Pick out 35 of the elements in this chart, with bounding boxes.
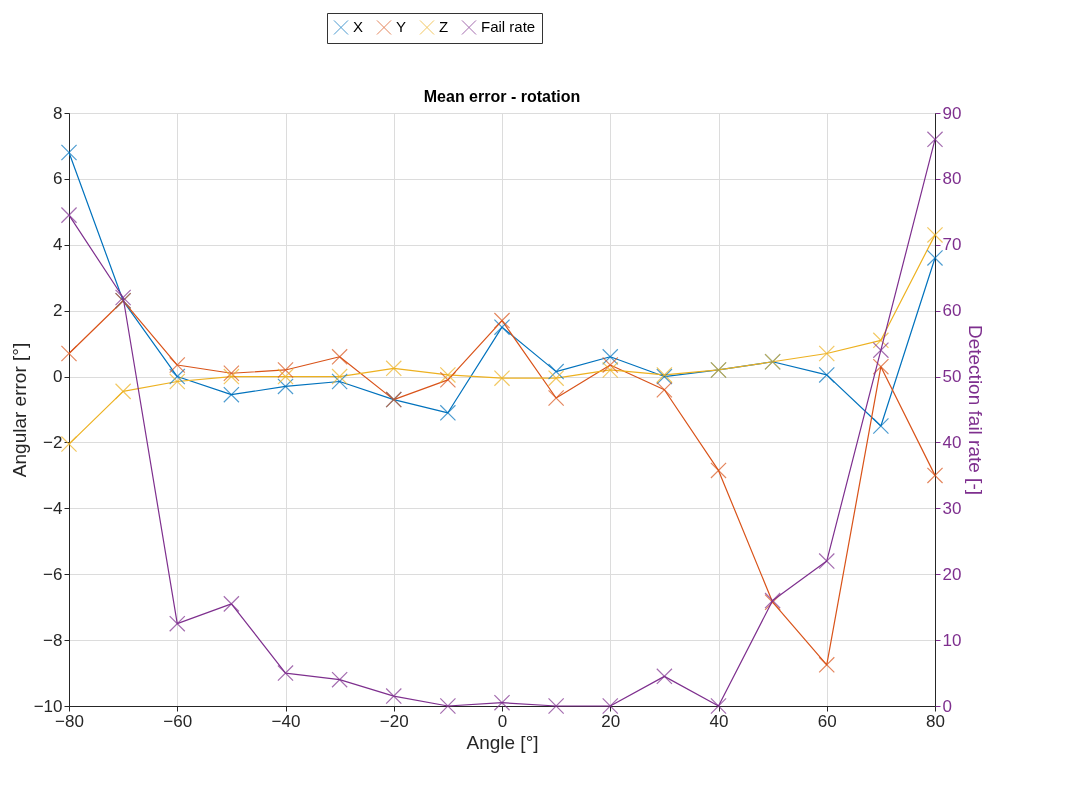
y2-tick-label: 40: [942, 432, 962, 452]
y2-tick-label: 80: [942, 169, 962, 189]
y-tick-label: 0: [53, 367, 63, 387]
x-tick-label: 40: [709, 711, 729, 731]
x-tick-label: −20: [379, 711, 409, 731]
x-axis-title: Angle [°]: [466, 731, 539, 753]
chart-title: Mean error - rotation: [423, 87, 581, 105]
legend-label: Z: [439, 18, 449, 36]
x-tick-label: 20: [601, 711, 621, 731]
y-tick-label: −8: [43, 630, 63, 650]
x-tick-label: −60: [163, 711, 193, 731]
y-tick-label: −6: [43, 564, 63, 584]
x-tick-label: 60: [817, 711, 837, 731]
y2-tick-label: 30: [942, 498, 962, 518]
x-tick-label: 80: [926, 711, 945, 731]
y-tick-label: −2: [43, 432, 63, 452]
y2-tick-label: 90: [942, 103, 962, 123]
y2-axis-title: Detection fail rate [-]: [965, 324, 987, 496]
legend-label: Fail rate: [481, 18, 536, 36]
y2-tick-label: 60: [942, 301, 962, 321]
y-axis-title: Angular error [°]: [8, 342, 30, 478]
y-tick-label: −4: [43, 498, 63, 518]
y2-tick-label: 70: [942, 235, 962, 255]
y-tick-label: 2: [53, 301, 63, 321]
y-tick-label: 4: [53, 235, 63, 255]
y-tick-label: 6: [53, 169, 63, 189]
y-tick-label: 8: [53, 103, 63, 123]
y2-tick-label: 50: [942, 367, 962, 387]
legend-label: X: [353, 18, 364, 36]
y2-tick-label: 20: [942, 564, 962, 584]
legend-label: Y: [396, 18, 407, 36]
y2-tick-label: 0: [942, 696, 952, 716]
x-tick-label: −40: [271, 711, 301, 731]
x-tick-label: 0: [497, 711, 508, 731]
y2-tick-label: 10: [942, 630, 962, 650]
